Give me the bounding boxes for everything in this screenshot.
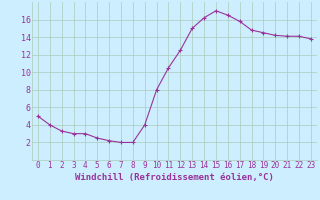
X-axis label: Windchill (Refroidissement éolien,°C): Windchill (Refroidissement éolien,°C) [75,173,274,182]
